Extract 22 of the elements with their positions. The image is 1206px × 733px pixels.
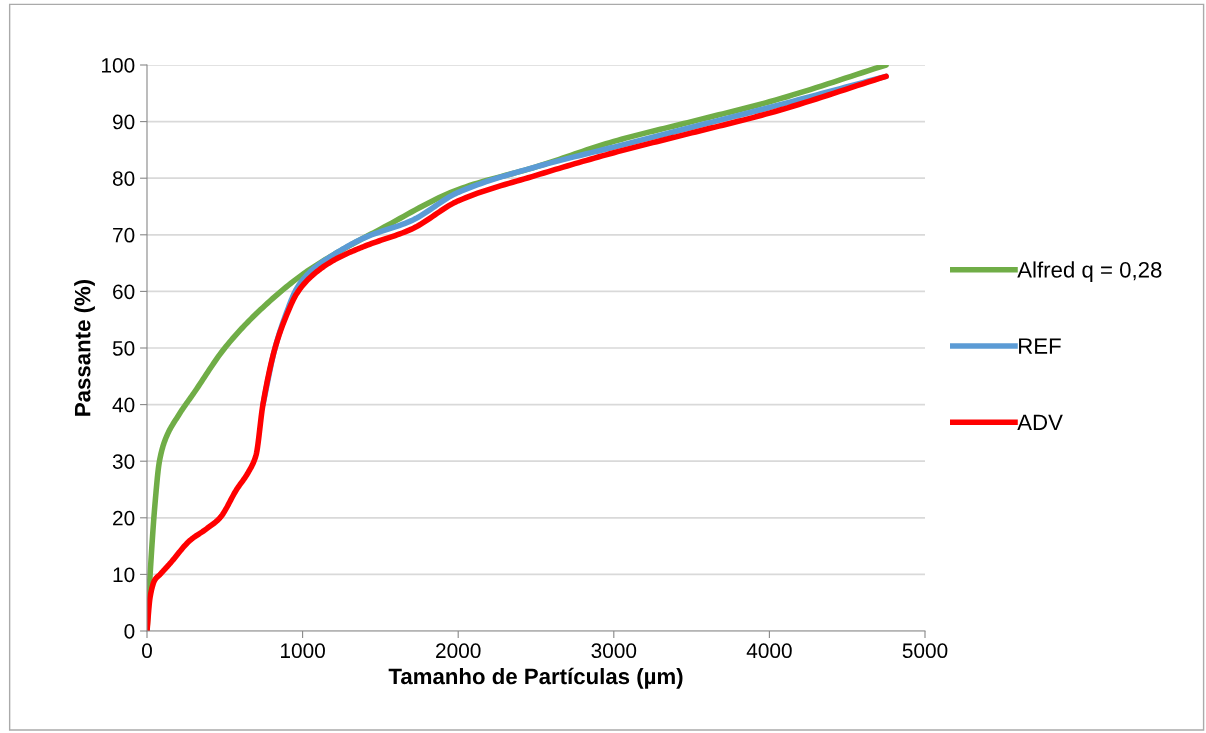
y-tick-label: 90 [113, 114, 135, 130]
x-tick-label: 1000 [281, 643, 325, 659]
y-tick-label: 60 [113, 284, 135, 300]
x-axis-title: Tamanho de Partículas (µm) [388, 667, 683, 689]
x-tick-label: 4000 [746, 643, 792, 659]
y-tick-label: 30 [112, 454, 135, 469]
x-tick-label: 2000 [436, 643, 481, 659]
legend-label: REF [1019, 338, 1061, 354]
y-tick-label: 10 [113, 567, 135, 583]
legend-label: Alfred q = 0,28 [1017, 261, 1162, 283]
x-tick-label: 0 [142, 643, 152, 659]
x-tick-label: 3000 [591, 643, 637, 659]
y-tick-label: 80 [112, 171, 135, 186]
x-tick-label: 5000 [902, 643, 948, 659]
y-tick-label: 0 [124, 624, 135, 639]
y-tick-label: 70 [113, 227, 135, 243]
y-tick-label: 40 [112, 397, 135, 413]
legend-label: ADV [1017, 414, 1063, 431]
y-tick-label: 50 [112, 341, 135, 356]
y-tick-label: 100 [102, 58, 135, 73]
y-tick-label: 20 [113, 510, 135, 526]
y-axis-title: Passante (%) [74, 279, 95, 416]
